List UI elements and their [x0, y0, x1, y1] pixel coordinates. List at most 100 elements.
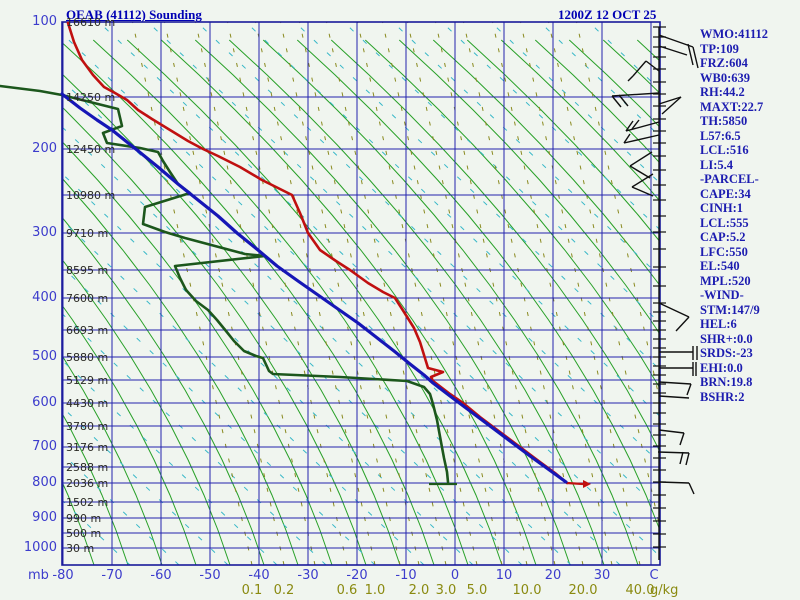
- panel-line: RH:44.2: [700, 85, 745, 99]
- height-label: 8595 m: [66, 264, 109, 277]
- panel-line: CINH:1: [700, 201, 744, 215]
- mixing-ratio-tick-label: 0.1: [241, 583, 263, 598]
- surface-temp-arrow: [583, 480, 591, 488]
- height-label: 7600 m: [66, 292, 109, 305]
- wind-barb: [658, 302, 690, 332]
- height-label: 500 m: [66, 527, 102, 540]
- pressure-tick-label: 1000: [23, 540, 57, 555]
- mixing-ratio-tick-label: 5.0: [466, 583, 488, 598]
- mixing-ratio-tick-label: 1.0: [364, 583, 386, 598]
- height-label: 12450 m: [66, 143, 116, 156]
- mixing-ratio-tick-label: 10.0: [512, 583, 542, 598]
- panel-line: BSHR:2: [700, 389, 745, 404]
- temperature-tick-label: -30: [297, 568, 319, 583]
- wind-barb: [625, 119, 660, 132]
- panel-line: EL:540: [700, 259, 740, 273]
- panel-line: MPL:520: [700, 273, 751, 288]
- valid-time-label: 1200Z 12 OCT 25: [558, 7, 657, 22]
- temperature-tick-label: -80: [52, 568, 74, 583]
- height-label: 30 m: [66, 542, 95, 555]
- height-label: 5129 m: [66, 374, 109, 387]
- pressure-tick-label: 100: [32, 14, 57, 29]
- panel-line: MAXT:22.7: [700, 99, 764, 114]
- mixing-ratio-tick-label: 3.0: [435, 583, 457, 598]
- wind-barb: [659, 346, 698, 360]
- temperature-trace: [66, 21, 591, 488]
- height-label: 2036 m: [66, 477, 109, 490]
- wind-barb: [623, 133, 660, 144]
- panel-line: CAPE:34: [700, 186, 751, 201]
- panel-line: WB0:639: [700, 70, 750, 85]
- mixing-ratio-tick-label: 2.0: [408, 583, 430, 598]
- wind-barb: [631, 173, 654, 197]
- wind-barb: [611, 92, 660, 108]
- panel-line: TP:109: [700, 41, 739, 56]
- wind-barb: [659, 362, 697, 376]
- height-label: 2588 m: [66, 461, 109, 474]
- temperature-tick-label: 20: [544, 568, 562, 583]
- pressure-tick-label: 300: [32, 225, 57, 240]
- wind-barb: [658, 381, 692, 396]
- temperature-tick-label: 0: [450, 568, 460, 583]
- temperature-tick-label: 30: [593, 568, 611, 583]
- pressure-tick-label: 900: [32, 510, 57, 525]
- pressure-tick-label: 200: [32, 141, 57, 156]
- temperature-tick-label: -50: [199, 568, 221, 583]
- height-label: 14250 m: [66, 91, 116, 104]
- pressure-tick-label: 800: [32, 475, 57, 490]
- height-label: 10980 m: [66, 189, 116, 202]
- page-title: OEAB (41112) Sounding: [66, 7, 202, 22]
- panel-line: BRN:19.8: [700, 375, 753, 389]
- wind-barb: [658, 34, 699, 69]
- mixing-ratio-tick-label: 20.0: [568, 583, 598, 598]
- panel-line: LCL:555: [700, 215, 749, 230]
- wind-barb-column: [611, 26, 699, 560]
- indices-panel: WMO:41112 TP:109 FRZ:604 WB0:639 RH:44.2 MAXT…: [700, 27, 768, 404]
- temperature-tick-label: -20: [346, 568, 368, 583]
- wind-barb: [658, 429, 685, 446]
- panel-line: EHI:0.0: [700, 360, 743, 375]
- wind-barb: [657, 451, 690, 466]
- background-lines: [62, 22, 660, 565]
- mixing-ratio-tick-label: 40.0: [625, 583, 655, 598]
- temperature-tick-label: C: [649, 568, 659, 583]
- pressure-tick-label: 700: [32, 439, 57, 454]
- height-label: 4430 m: [66, 397, 109, 410]
- panel-line: STM:147/9: [700, 302, 760, 317]
- panel-line: LCL:516: [700, 143, 749, 157]
- panel-line: HEL:6: [700, 317, 737, 331]
- plot-grid: [61, 21, 661, 566]
- panel-line: L57:6.5: [700, 128, 741, 143]
- temperature-tick-label: -40: [248, 568, 270, 583]
- wind-barb: [658, 96, 682, 115]
- wind-barb: [658, 395, 690, 399]
- temperature-tick-label: 10: [495, 568, 513, 583]
- panel-line: FRZ:604: [700, 56, 748, 70]
- wind-barb: [658, 45, 688, 56]
- pressure-tick-label: 500: [32, 349, 57, 364]
- panel-line: LI:5.4: [700, 157, 733, 172]
- wind-barb: [629, 151, 653, 179]
- height-label: 990 m: [66, 512, 102, 525]
- height-label: 3176 m: [66, 441, 109, 454]
- height-label: 1502 m: [66, 496, 109, 509]
- temperature-tick-label: -70: [101, 568, 123, 583]
- pressure-tick-label: 600: [32, 395, 57, 410]
- panel-line: LFC:550: [700, 244, 748, 259]
- temperature-tick-label: -60: [150, 568, 172, 583]
- height-label: 16610 m: [66, 16, 116, 29]
- panel-line: TH:5850: [700, 114, 748, 128]
- wind-barb: [658, 481, 695, 495]
- panel-line: CAP:5.2: [700, 230, 746, 244]
- mixing-ratio-tick-label: 0.2: [273, 583, 295, 598]
- height-label: 3780 m: [66, 420, 109, 433]
- height-label: 9710 m: [66, 227, 109, 240]
- parcel-trace: [60, 92, 568, 484]
- height-label: 5880 m: [66, 351, 109, 364]
- pressure-tick-label: 400: [32, 290, 57, 305]
- height-label: 6693 m: [66, 324, 109, 337]
- mixing-unit-label: g/kg: [650, 583, 679, 598]
- panel-line: -PARCEL-: [700, 172, 759, 186]
